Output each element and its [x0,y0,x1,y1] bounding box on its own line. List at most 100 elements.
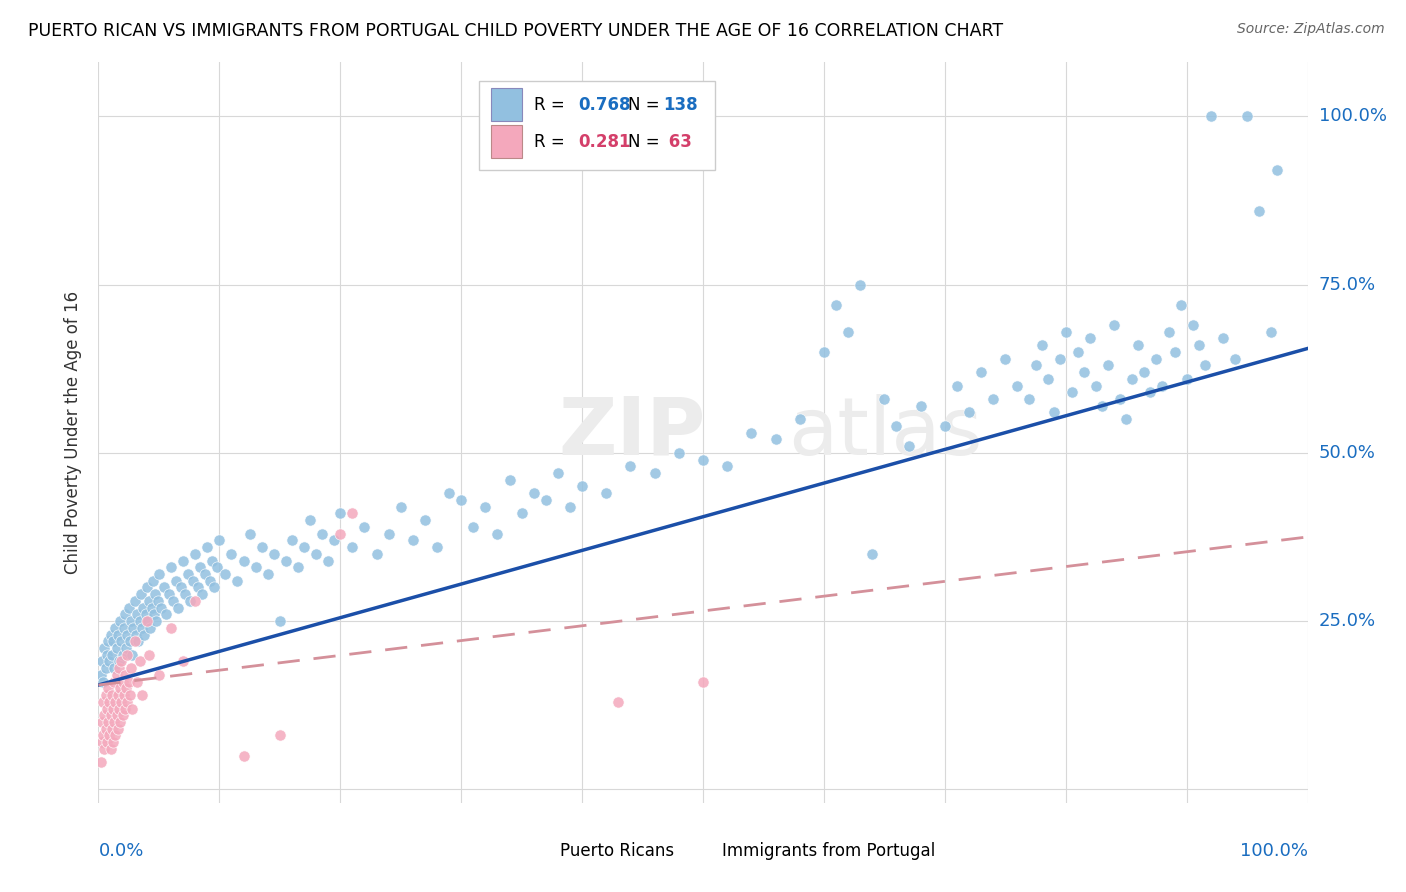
Point [1115,412,1137,426]
Point [1102,318,1125,332]
Text: N =: N = [628,95,659,113]
Point [117,648,139,662]
Point [98,729,121,743]
Point [305,547,328,561]
Point [187,581,209,595]
Point [131,688,153,702]
Point [181,574,204,588]
Point [146,594,169,608]
Point [108,681,131,696]
Point [105,708,128,723]
Point [169,581,191,595]
Y-axis label: Child Poverty Under the Age of 16: Child Poverty Under the Age of 16 [65,291,83,574]
Point [825,298,848,312]
Point [256,566,278,581]
Point [1249,203,1271,218]
Point [191,587,214,601]
Point [90,668,112,682]
Text: 50.0%: 50.0% [1319,444,1375,462]
Point [1236,109,1258,123]
Point [619,459,641,474]
Point [134,627,156,641]
Point [104,729,127,743]
Point [1199,109,1222,123]
Point [377,526,399,541]
Point [716,459,738,474]
Point [127,634,149,648]
Point [96,648,118,662]
Point [112,621,135,635]
Point [124,594,146,608]
Point [957,405,980,419]
Point [226,574,249,588]
Point [142,574,165,588]
Point [849,277,872,292]
Point [91,674,114,689]
Point [110,634,132,648]
Point [148,566,170,581]
Point [571,479,593,493]
Point [97,714,120,729]
Point [437,486,460,500]
Point [117,627,139,641]
Point [104,695,127,709]
Point [498,473,520,487]
Point [329,526,352,541]
Point [1097,359,1119,373]
Point [1139,385,1161,400]
Point [135,581,157,595]
Point [143,587,166,601]
Point [274,553,297,567]
Point [1018,392,1040,406]
Bar [492,125,522,158]
Point [413,513,436,527]
Point [547,466,569,480]
Point [127,674,149,689]
Point [1133,365,1156,379]
Text: 138: 138 [664,95,697,113]
Point [970,365,993,379]
Point [165,574,187,588]
Point [115,640,138,655]
Point [91,729,114,743]
Text: 100.0%: 100.0% [1319,107,1386,125]
Point [105,668,128,682]
Point [160,621,183,635]
Point [93,708,115,723]
Text: PUERTO RICAN VS IMMIGRANTS FROM PORTUGAL CHILD POVERTY UNDER THE AGE OF 16 CORRE: PUERTO RICAN VS IMMIGRANTS FROM PORTUGAL… [28,22,1004,40]
Point [1212,331,1234,345]
Point [389,500,412,514]
Point [111,648,134,662]
Point [118,600,141,615]
Point [946,378,969,392]
Point [135,607,157,622]
Point [97,681,120,696]
Point [316,553,339,567]
Point [148,668,170,682]
Point [100,708,122,723]
Point [129,587,152,601]
Point [510,507,533,521]
Point [91,655,114,669]
Point [108,655,131,669]
Point [132,600,155,615]
Point [1067,344,1090,359]
Point [188,560,211,574]
Point [100,722,122,736]
Bar [527,838,554,864]
Point [1146,351,1168,366]
Point [1163,344,1185,359]
Text: R =: R = [534,133,569,151]
Point [250,540,273,554]
Point [281,533,304,548]
Point [100,688,122,702]
Text: 0.768: 0.768 [578,95,631,113]
Point [1024,359,1046,373]
Point [96,701,118,715]
Point [1085,378,1108,392]
Point [1181,318,1204,332]
Point [1091,399,1114,413]
Point [118,688,141,702]
Point [329,507,352,521]
Point [692,674,714,689]
